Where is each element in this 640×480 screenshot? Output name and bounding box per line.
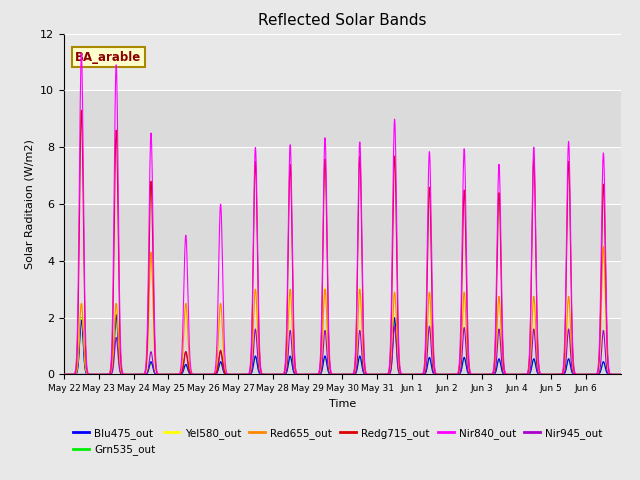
Bar bbox=[64, 90, 621, 147]
Y-axis label: Solar Raditaion (W/m2): Solar Raditaion (W/m2) bbox=[24, 139, 35, 269]
X-axis label: Time: Time bbox=[329, 399, 356, 408]
Text: BA_arable: BA_arable bbox=[75, 51, 141, 64]
Title: Reflected Solar Bands: Reflected Solar Bands bbox=[258, 13, 427, 28]
Bar bbox=[64, 261, 621, 318]
Bar bbox=[64, 147, 621, 204]
Bar bbox=[64, 318, 621, 374]
Bar bbox=[64, 204, 621, 261]
Legend: Blu475_out, Grn535_out, Yel580_out, Red655_out, Redg715_out, Nir840_out, Nir945_: Blu475_out, Grn535_out, Yel580_out, Red6… bbox=[69, 424, 607, 459]
